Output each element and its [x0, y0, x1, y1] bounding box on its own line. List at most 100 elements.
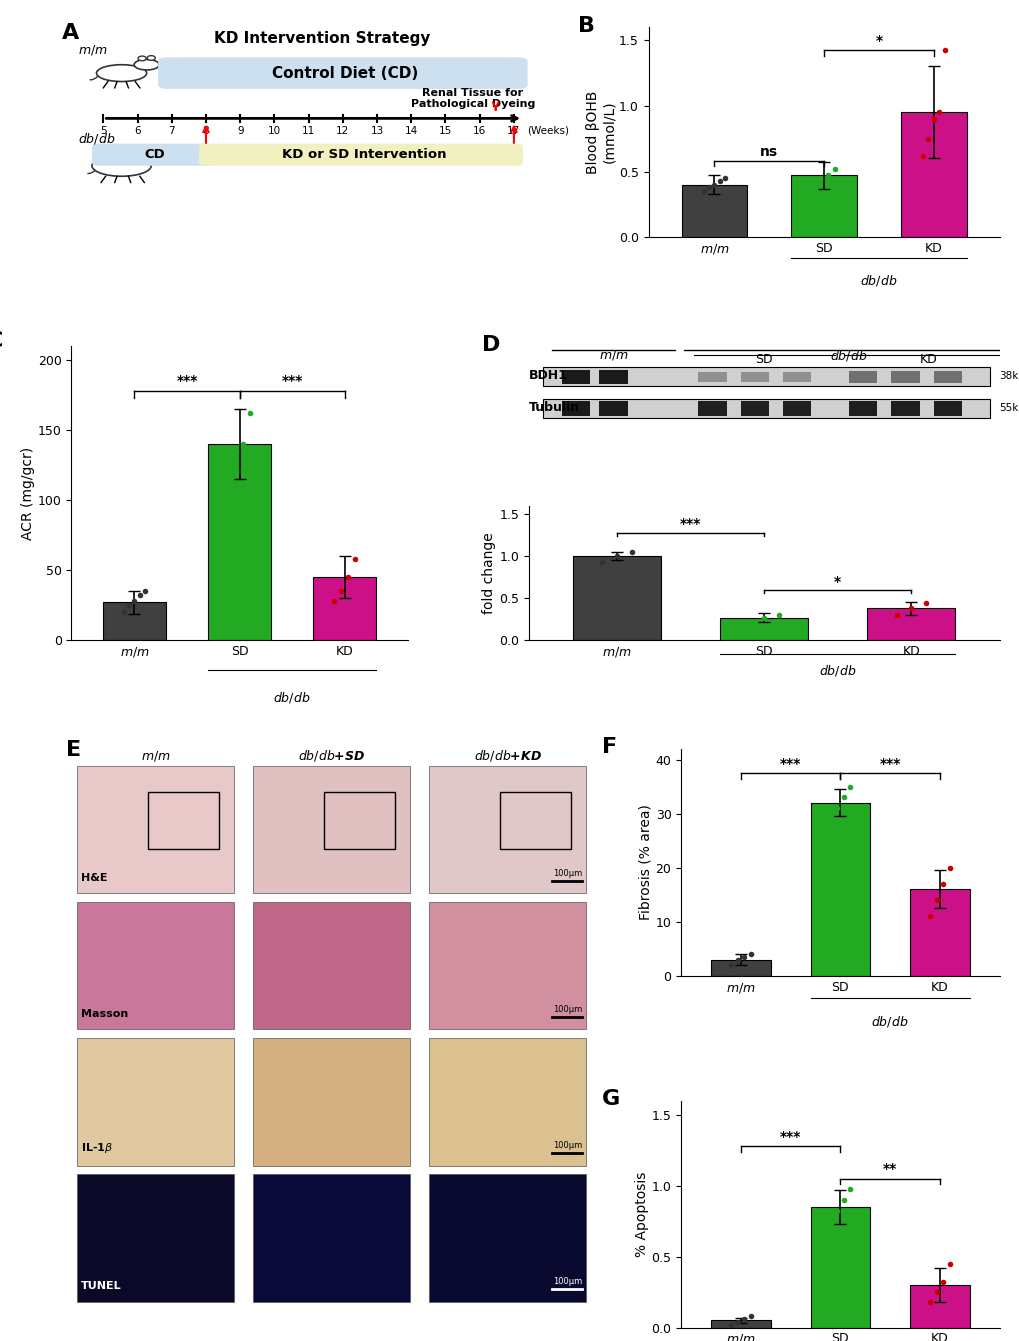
Bar	[208, 444, 271, 641]
FancyBboxPatch shape	[848, 371, 876, 382]
Text: B: B	[578, 16, 595, 36]
Ellipse shape	[92, 156, 151, 176]
Text: $db/db$: $db/db$	[870, 1014, 908, 1030]
Bar	[253, 766, 410, 893]
Text: 7: 7	[168, 126, 175, 135]
Bar	[428, 902, 586, 1030]
FancyBboxPatch shape	[698, 371, 726, 382]
Text: 15: 15	[438, 126, 451, 135]
Bar	[253, 1175, 410, 1302]
FancyBboxPatch shape	[891, 371, 919, 382]
FancyBboxPatch shape	[561, 401, 589, 416]
Bar	[428, 766, 586, 893]
FancyBboxPatch shape	[932, 401, 961, 416]
Text: CD: CD	[144, 149, 165, 161]
Text: $db/db$+SD: $db/db$+SD	[298, 748, 365, 763]
Text: 100μm: 100μm	[552, 1277, 582, 1286]
Text: KD: KD	[919, 353, 936, 366]
Text: ns: ns	[759, 145, 777, 158]
Text: $m/m$: $m/m$	[141, 750, 170, 763]
Text: 100μm: 100μm	[552, 1141, 582, 1149]
FancyBboxPatch shape	[599, 370, 627, 384]
Text: 55kDa: 55kDa	[999, 404, 1019, 413]
Bar	[148, 791, 218, 849]
Text: 17: 17	[506, 126, 520, 135]
Ellipse shape	[138, 56, 146, 60]
FancyBboxPatch shape	[92, 143, 213, 166]
Text: 8: 8	[203, 126, 209, 135]
Text: D: D	[481, 335, 499, 355]
Text: ***: ***	[878, 756, 900, 771]
FancyBboxPatch shape	[783, 401, 810, 416]
Bar	[76, 902, 234, 1030]
Bar	[810, 1207, 869, 1328]
Text: Tubulin: Tubulin	[528, 401, 579, 413]
Bar	[909, 1285, 969, 1328]
FancyBboxPatch shape	[561, 370, 589, 384]
Bar	[253, 1038, 410, 1165]
Text: BDH1: BDH1	[528, 369, 568, 382]
Bar	[810, 803, 869, 976]
FancyBboxPatch shape	[199, 143, 523, 166]
FancyBboxPatch shape	[158, 58, 527, 89]
Text: $m/m$: $m/m$	[78, 43, 108, 56]
Y-axis label: Blood βOHB
(mmol/L): Blood βOHB (mmol/L)	[585, 90, 615, 174]
Bar	[909, 889, 969, 976]
Bar	[253, 902, 410, 1030]
Text: 14: 14	[405, 126, 418, 135]
Text: $db/db$+KD: $db/db$+KD	[473, 748, 541, 763]
Text: 9: 9	[236, 126, 244, 135]
Bar	[719, 618, 807, 641]
Text: Masson: Masson	[81, 1008, 128, 1019]
Text: $db/db$: $db/db$	[78, 131, 115, 146]
Text: 100μm: 100μm	[552, 1004, 582, 1014]
Bar	[313, 577, 376, 641]
Text: $db/db$: $db/db$	[818, 664, 856, 679]
Text: **: **	[882, 1163, 897, 1176]
FancyBboxPatch shape	[542, 398, 989, 417]
Text: *: *	[874, 35, 881, 48]
Text: 10: 10	[268, 126, 280, 135]
Y-axis label: % Apoptosis: % Apoptosis	[634, 1172, 648, 1257]
Y-axis label: Fibrosis (% area): Fibrosis (% area)	[638, 805, 652, 920]
FancyBboxPatch shape	[698, 401, 726, 416]
Y-axis label: ACR (mg/gcr): ACR (mg/gcr)	[21, 447, 35, 539]
Text: 16: 16	[473, 126, 486, 135]
Text: (Weeks): (Weeks)	[527, 126, 569, 135]
Ellipse shape	[141, 146, 150, 152]
Text: $db/db$: $db/db$	[829, 347, 867, 363]
Bar	[710, 1321, 770, 1328]
Bar	[499, 791, 570, 849]
Text: E: E	[66, 740, 82, 760]
Ellipse shape	[151, 146, 160, 152]
Bar	[428, 1175, 586, 1302]
Bar	[681, 185, 747, 237]
Text: $db/db$: $db/db$	[859, 274, 897, 288]
Bar	[866, 609, 955, 641]
Text: 11: 11	[302, 126, 315, 135]
Text: IL-1$\beta$: IL-1$\beta$	[81, 1141, 113, 1155]
Text: 5: 5	[100, 126, 107, 135]
Text: SD: SD	[755, 353, 772, 366]
Text: $db/db$: $db/db$	[273, 691, 311, 705]
Text: G: G	[601, 1089, 620, 1109]
FancyBboxPatch shape	[932, 371, 961, 382]
Text: 6: 6	[135, 126, 141, 135]
Bar	[710, 960, 770, 976]
Text: F: F	[601, 738, 616, 758]
Text: ***: ***	[780, 756, 801, 771]
Bar	[900, 113, 966, 237]
FancyBboxPatch shape	[848, 401, 876, 416]
FancyBboxPatch shape	[740, 371, 768, 382]
Text: Renal Tissue for
Pathological Dyeing: Renal Tissue for Pathological Dyeing	[411, 87, 535, 109]
Bar	[76, 766, 234, 893]
Bar	[76, 1038, 234, 1165]
Text: TUNEL: TUNEL	[81, 1281, 121, 1291]
Text: Control Diet (CD): Control Diet (CD)	[272, 66, 418, 80]
Bar	[103, 602, 166, 641]
FancyBboxPatch shape	[891, 401, 919, 416]
Text: *: *	[834, 574, 841, 589]
Text: H&E: H&E	[81, 873, 107, 884]
Ellipse shape	[133, 59, 159, 70]
FancyBboxPatch shape	[599, 401, 627, 416]
